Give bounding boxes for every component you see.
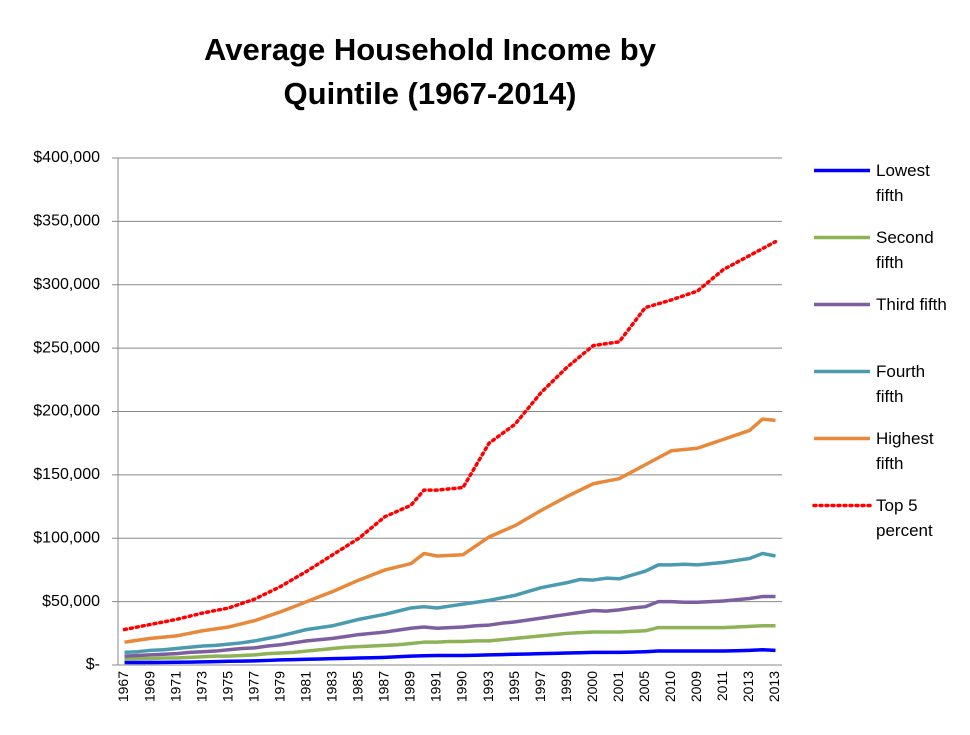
x-tick-label: 2010 bbox=[662, 671, 678, 702]
y-tick-label: $300,000 bbox=[33, 276, 100, 293]
y-tick-label: $200,000 bbox=[33, 403, 100, 420]
y-tick-label: $150,000 bbox=[33, 466, 100, 483]
y-tick-label: $50,000 bbox=[42, 593, 100, 610]
x-tick-label: 1977 bbox=[245, 671, 261, 702]
series-line bbox=[124, 594, 776, 658]
legend-label: Second fifth bbox=[876, 228, 934, 272]
legend-label: Highest fifth bbox=[876, 429, 934, 473]
legend-label: Fourth fifth bbox=[876, 362, 926, 406]
legend-swatch bbox=[814, 369, 870, 374]
x-tick-label: 2013 bbox=[766, 671, 782, 702]
series-line bbox=[124, 417, 776, 644]
legend-label: Lowest fifth bbox=[876, 161, 930, 205]
series-line bbox=[124, 648, 776, 665]
y-tick-label: $100,000 bbox=[33, 529, 100, 546]
series-line bbox=[124, 623, 776, 662]
x-tick-label: 2009 bbox=[688, 671, 704, 702]
x-tick-label: 1993 bbox=[480, 671, 496, 702]
x-tick-label: 1987 bbox=[376, 671, 392, 702]
y-tick-label: $250,000 bbox=[33, 339, 100, 356]
x-tick-label: 1990 bbox=[454, 671, 470, 702]
legend-swatch bbox=[814, 436, 870, 441]
y-tick-label: $400,000 bbox=[33, 149, 100, 166]
series-line bbox=[124, 551, 776, 655]
legend-swatch bbox=[814, 168, 870, 173]
x-tick-label: 1979 bbox=[271, 671, 287, 702]
x-tick-label: 2001 bbox=[610, 671, 626, 702]
x-tick-label: 2013 bbox=[740, 671, 756, 702]
x-tick-label: 1991 bbox=[428, 671, 444, 702]
x-tick-label: 1975 bbox=[219, 671, 235, 702]
x-tick-label: 1999 bbox=[558, 671, 574, 702]
x-tick-label: 1971 bbox=[167, 671, 183, 702]
y-tick-label: $- bbox=[86, 656, 100, 673]
x-tick-label: 2005 bbox=[636, 671, 652, 702]
x-tick-label: 1983 bbox=[324, 671, 340, 702]
x-tick-label: 2000 bbox=[584, 671, 600, 702]
series-line bbox=[122, 239, 778, 632]
y-tick-label: $350,000 bbox=[33, 213, 100, 230]
x-tick-label: 1995 bbox=[506, 671, 522, 702]
legend-swatch bbox=[814, 235, 870, 240]
x-tick-label: 1967 bbox=[115, 671, 131, 702]
x-tick-label: 1997 bbox=[532, 671, 548, 702]
chart-title: Average Household Income by Quintile (19… bbox=[204, 32, 656, 111]
x-tick-label: 2011 bbox=[714, 671, 730, 701]
legend-label: Top 5 percent bbox=[876, 496, 933, 540]
legend-swatch bbox=[812, 503, 872, 508]
x-tick-label: 1969 bbox=[141, 671, 157, 702]
legend-label: Third fifth bbox=[876, 295, 947, 314]
legend-swatch bbox=[814, 302, 870, 307]
x-tick-label: 1981 bbox=[297, 671, 313, 702]
x-tick-label: 1989 bbox=[402, 671, 418, 702]
x-tick-label: 1985 bbox=[350, 671, 366, 702]
x-tick-label: 1973 bbox=[193, 671, 209, 702]
